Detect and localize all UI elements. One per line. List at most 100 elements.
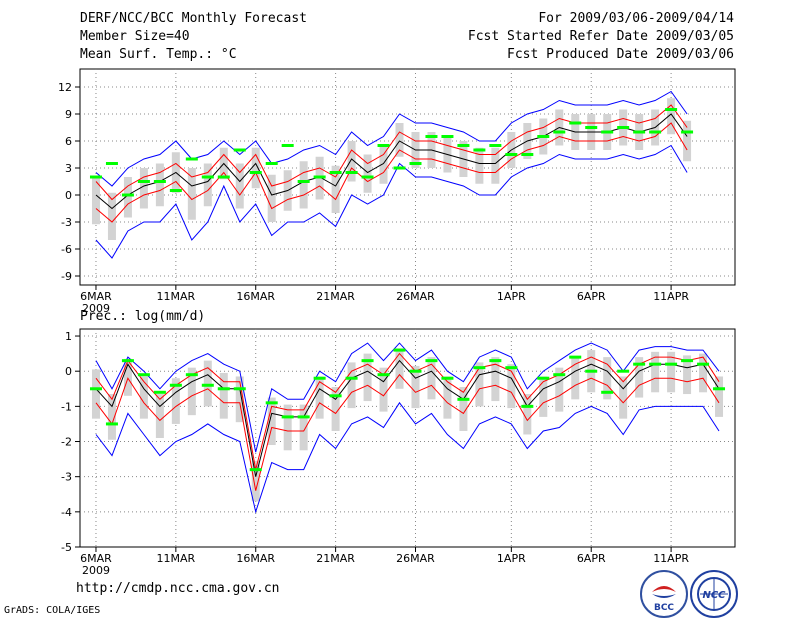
- prec-spread-box: [363, 353, 372, 402]
- prec-spread-box: [395, 348, 404, 389]
- prec-spread-box: [315, 376, 324, 419]
- temp-observed-mark: [137, 180, 150, 183]
- prec-observed-mark: [377, 373, 390, 377]
- prec-ytick-label: -2: [61, 436, 72, 449]
- temp-observed-mark: [665, 108, 678, 111]
- temp-observed-mark: [585, 126, 598, 129]
- temp-observed-mark: [313, 175, 326, 179]
- prec-observed-mark: [409, 369, 422, 373]
- temp-observed-mark: [441, 135, 454, 138]
- prec-observed-mark: [441, 376, 454, 380]
- temp-ytick-label: 3: [65, 162, 72, 175]
- prec-observed-mark: [425, 359, 438, 363]
- temp-spread-box: [203, 163, 212, 207]
- ncc-logo: NCC: [690, 570, 738, 618]
- temp-spread-box: [235, 163, 244, 209]
- prec-observed-mark: [569, 355, 582, 359]
- prec-spread-box: [203, 360, 212, 407]
- prec-xtick-label: 1APR: [497, 552, 526, 565]
- prec-spread-box: [187, 367, 196, 416]
- temp-ytick-label: -6: [61, 243, 72, 256]
- temp-observed-mark: [649, 130, 662, 134]
- temp-observed-mark: [233, 148, 246, 152]
- temp-max-line: [95, 90, 688, 187]
- prec-ytick-label: -4: [61, 506, 72, 519]
- prec-spread-box: [555, 367, 564, 412]
- temp-ytick-label: 12: [58, 81, 72, 94]
- prec-observed-mark: [89, 387, 102, 391]
- temp-spread-box: [683, 120, 692, 162]
- temp-mean-line: [95, 113, 688, 210]
- temp-observed-mark: [505, 153, 518, 156]
- temp-xtick-label: 6MAR: [80, 290, 112, 303]
- prec-lower-spread-line: [95, 373, 720, 491]
- prec-spread-box: [603, 357, 612, 400]
- bcc-logo: BCC: [640, 570, 688, 618]
- prec-spread-box: [539, 376, 548, 417]
- prec-spread-box: [459, 387, 468, 431]
- temp-observed-mark: [521, 153, 534, 156]
- prec-observed-mark: [457, 397, 470, 401]
- temp-spread-box: [123, 177, 132, 218]
- prec-observed-mark: [697, 362, 710, 366]
- temp-xtick-label: 21MAR: [316, 290, 355, 303]
- prec-observed-mark: [601, 390, 614, 394]
- bcc-logo-mark: BCC: [652, 586, 676, 613]
- temp-spread-box: [267, 174, 276, 222]
- prec-spread-box: [427, 357, 436, 400]
- temp-xtick-label: 1APR: [497, 290, 526, 303]
- temp-observed-mark: [633, 130, 646, 134]
- prec-max-line: [95, 342, 720, 453]
- prec-spread-box: [475, 362, 484, 407]
- temp-observed-mark: [457, 144, 470, 147]
- prec-observed-mark: [169, 383, 182, 387]
- prec-spread-box: [171, 378, 180, 424]
- prec-upper-spread-line: [95, 352, 720, 470]
- prec-observed-mark: [649, 362, 662, 366]
- temp-ytick-label: 6: [65, 135, 72, 148]
- footer-url[interactable]: http://cmdp.ncc.cma.gov.cn: [76, 581, 280, 596]
- prec-spread-box: [411, 365, 420, 409]
- prec-spread-box: [219, 372, 228, 419]
- prec-xtick-label: 6APR: [577, 552, 606, 565]
- prec-ytick-label: 1: [65, 330, 72, 343]
- prec-observed-mark: [329, 394, 342, 398]
- prec-observed-mark: [345, 376, 358, 380]
- temp-spread-box: [331, 165, 340, 213]
- prec-spread-box: [667, 351, 676, 393]
- temp-ytick-label: -9: [61, 270, 72, 283]
- temp-observed-mark: [169, 189, 182, 192]
- temp-spread-box: [91, 177, 100, 225]
- temp-spread-box: [155, 163, 164, 207]
- temp-observed-mark: [601, 130, 614, 134]
- prec-observed-mark: [537, 376, 550, 380]
- prec-observed-mark: [665, 362, 678, 366]
- temp-spread-box: [491, 147, 500, 184]
- prec-observed-mark: [713, 387, 726, 391]
- temp-min-line: [95, 144, 688, 259]
- prec-observed-mark: [617, 369, 630, 373]
- prec-observed-mark: [249, 468, 262, 472]
- prec-spread-box: [299, 404, 308, 451]
- prec-xtick-label: 26MAR: [396, 552, 435, 565]
- temp-xtick-label: 11MAR: [157, 290, 196, 303]
- temp-lower-spread-line: [95, 122, 688, 223]
- prec-observed-mark: [681, 359, 694, 363]
- prec-observed-mark: [489, 359, 502, 363]
- prec-observed-mark: [105, 422, 118, 426]
- prec-year-label: 2009: [82, 564, 110, 577]
- prec-ytick-label: -5: [61, 541, 72, 554]
- prec-observed-mark: [393, 348, 406, 352]
- prec-observed-mark: [281, 415, 294, 419]
- prec-observed-mark: [121, 359, 134, 363]
- prec-xtick-label: 16MAR: [236, 552, 275, 565]
- temp-xtick-label: 11APR: [653, 290, 689, 303]
- prec-observed-mark: [585, 369, 598, 373]
- prec-spread-box: [379, 367, 388, 412]
- header-start-date: Fcst Started Refer Date 2009/03/05: [467, 29, 734, 44]
- prec-observed-mark: [505, 366, 518, 370]
- ncc-logo-text: NCC: [702, 590, 726, 601]
- prec-spread-box: [443, 376, 452, 419]
- temp-ytick-label: -3: [61, 216, 72, 229]
- prec-observed-mark: [233, 387, 246, 391]
